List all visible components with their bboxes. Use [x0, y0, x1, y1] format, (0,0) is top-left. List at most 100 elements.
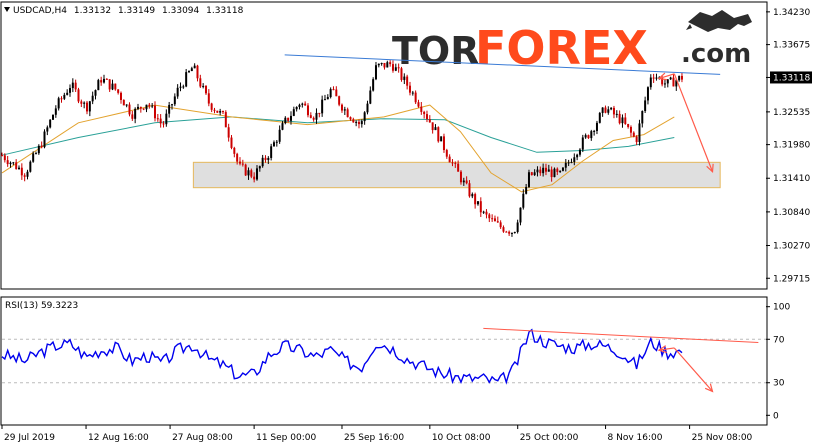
time-tick-label: 12 Aug 16:00 [88, 433, 149, 443]
candle-body [17, 167, 20, 169]
candle-body [264, 157, 267, 161]
candle-body [675, 80, 678, 87]
candle-body [289, 115, 292, 121]
candle-body [261, 157, 264, 167]
candle-body [51, 114, 54, 120]
symbol-name: USDCAD,H4 [13, 6, 67, 16]
candle-body [451, 162, 454, 164]
candle-body [434, 127, 437, 131]
candle-body [114, 83, 117, 90]
candle-body [610, 107, 613, 110]
candle-body [15, 162, 18, 169]
candle-body [666, 79, 669, 84]
candle-body [284, 117, 287, 124]
candle-body [629, 126, 632, 133]
candle-body [340, 104, 343, 111]
candle-body [77, 89, 80, 102]
candle-body [488, 214, 491, 219]
candle-body [199, 78, 202, 87]
price-tick-label: 1.33675 [773, 41, 810, 51]
candle-body [151, 105, 154, 107]
rsi-tick-label: 70 [773, 335, 785, 345]
price-trendline [284, 54, 721, 75]
forecast-arrow-0 [673, 73, 714, 172]
logo-tor: TOR [392, 29, 480, 73]
price-tick-label: 1.34230 [773, 8, 810, 18]
price-tick-label: 1.29715 [773, 274, 810, 284]
candle-body [253, 176, 256, 180]
candle-body [230, 137, 233, 148]
candle-body [516, 222, 519, 232]
candle-body [270, 146, 273, 158]
time-tick-label: 25 Nov 08:00 [692, 433, 753, 443]
candle-body [111, 83, 114, 90]
candle-body [185, 72, 188, 87]
candle-body [641, 111, 644, 124]
candle-body [125, 104, 128, 106]
candle-body [635, 136, 638, 143]
candle-body [1, 155, 3, 157]
candle-body [12, 162, 15, 164]
forecast-arrow-0-head [706, 163, 714, 174]
candle-body [219, 111, 222, 113]
candle-body [224, 112, 227, 128]
candle-body [564, 162, 567, 168]
price-tick-label: 1.31980 [773, 141, 810, 151]
candle-body [74, 82, 77, 90]
candle-body [561, 167, 564, 171]
candle-body [216, 110, 219, 113]
candle-body [139, 106, 142, 109]
candle-body [482, 211, 485, 213]
candle-body [428, 119, 431, 123]
candle-body [468, 183, 471, 197]
candle-body [204, 85, 207, 94]
candle-body [122, 99, 125, 106]
candle-body [431, 122, 434, 131]
candle-body [258, 166, 261, 169]
candle-body [502, 227, 505, 232]
candle-body [6, 160, 9, 165]
candle-body [553, 168, 556, 178]
candle-body [627, 123, 630, 127]
candle-body [145, 104, 148, 110]
rsi-forecast-arrow-1-head [657, 345, 667, 354]
candle-body [117, 89, 120, 93]
candle-body [349, 117, 352, 120]
candle-body [454, 162, 457, 164]
candle-body [315, 112, 318, 120]
candle-body [329, 89, 332, 98]
candle-body [168, 104, 171, 114]
candle-body [91, 95, 94, 102]
candle-body [530, 172, 533, 176]
bull-bear-icon [686, 10, 752, 32]
candle-body [165, 113, 168, 125]
candle-body [332, 89, 335, 91]
candle-body [233, 147, 236, 154]
candle-body [272, 142, 275, 147]
candle-body [9, 162, 12, 165]
time-tick-label: 11 Sep 00:00 [256, 433, 316, 443]
candle-body [587, 135, 590, 139]
candle-body [134, 108, 137, 119]
candle-body [408, 85, 411, 93]
time-tick-label: 25 Sep 16:00 [344, 433, 404, 443]
candle-body [533, 172, 536, 176]
candle-body [162, 123, 165, 125]
candle-body [624, 117, 627, 124]
rsi-panel [0, 296, 768, 426]
candle-body [598, 112, 601, 123]
candle-body [295, 107, 298, 110]
candle-body [88, 101, 91, 112]
forecast-arrow-1-head [657, 72, 668, 81]
candle-body [71, 82, 74, 89]
candle-body [241, 163, 244, 165]
candle-body [176, 87, 179, 97]
dropdown-triangle-icon[interactable] [4, 7, 10, 12]
candle-body [442, 136, 445, 151]
candle-body [652, 77, 655, 79]
current-price-box [770, 71, 812, 84]
candle-body [363, 112, 366, 122]
candle-body [29, 161, 32, 172]
candle-body [105, 78, 108, 80]
